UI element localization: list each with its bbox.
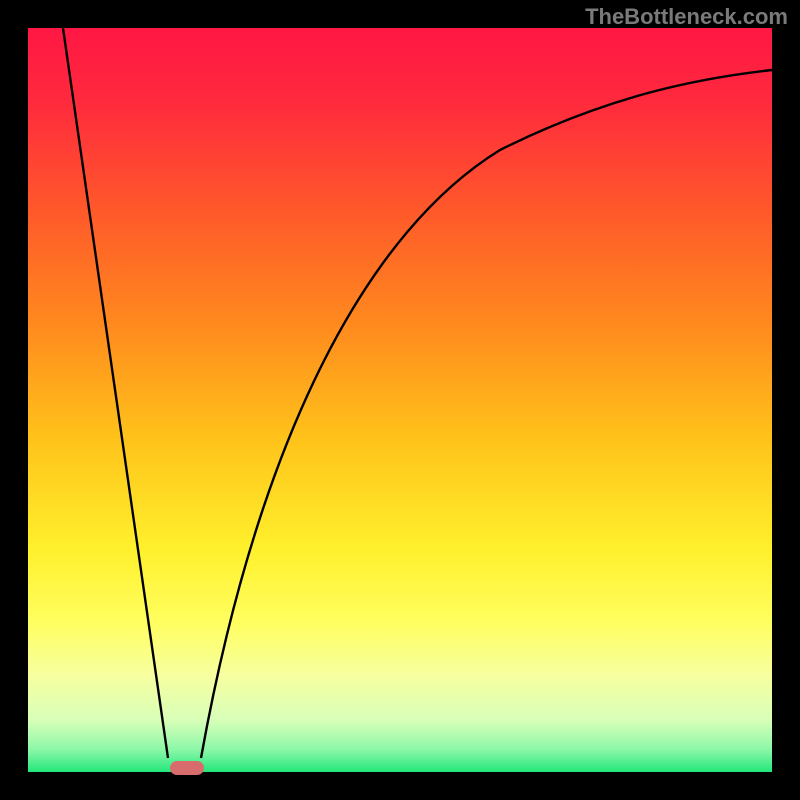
target-marker [170, 761, 204, 775]
chart-container: TheBottleneck.com [0, 0, 800, 800]
bottleneck-chart [0, 0, 800, 800]
chart-plot-area [28, 28, 772, 772]
